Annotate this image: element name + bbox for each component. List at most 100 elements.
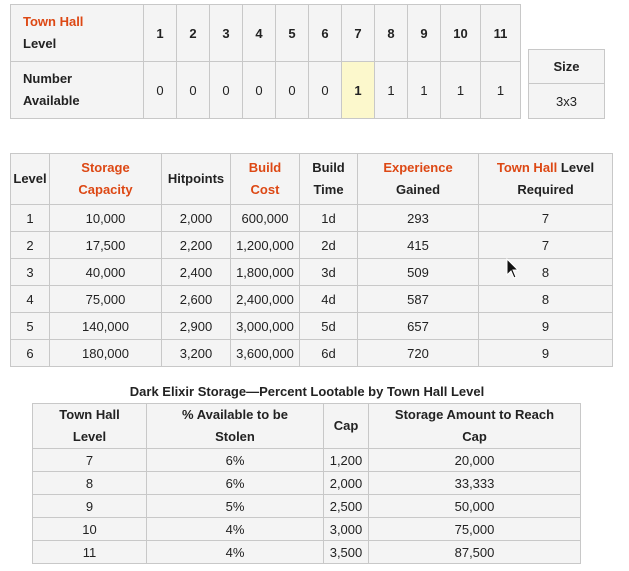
xp-cell: 293: [357, 204, 479, 232]
percent-cell: 5%: [146, 494, 324, 518]
th-level-cell: 10: [32, 517, 147, 541]
available-count-cell: 1: [407, 61, 441, 119]
hitpoints-header: Hitpoints: [161, 153, 231, 205]
available-count-cell: 1: [480, 61, 521, 119]
available-label: Available: [23, 93, 80, 108]
cap-cell: 1,200: [323, 448, 369, 472]
loot-header-row: Town Hall Level % Available to be Stolen…: [32, 403, 581, 449]
time-cell: 5d: [299, 312, 358, 340]
level-stats-table: Level Storage Capacity Hitpoints Build C…: [10, 153, 613, 367]
capacity-cell: 17,500: [49, 231, 162, 259]
level-cell: 3: [10, 258, 50, 286]
hitpoints-cell: 2,900: [161, 312, 231, 340]
dark-elixir-loot-table: Town Hall Level % Available to be Stolen…: [32, 403, 581, 564]
number-label: Number: [23, 71, 73, 86]
table-row: 6 180,000 3,200 3,600,000 6d 720 9: [10, 339, 613, 367]
level-cell: 2: [10, 231, 50, 259]
town-hall-availability-table: Town Hall Level 1 2 3 4 5 6 7 8 9 10 11 …: [10, 4, 521, 119]
cost-cell: 1,200,000: [230, 231, 300, 259]
available-count-cell: 0: [308, 61, 342, 119]
town-hall-required-header: Town Hall Level Required: [478, 153, 613, 205]
available-count-cell: 0: [176, 61, 210, 119]
mouse-pointer-icon: [506, 258, 520, 279]
required-label: Required: [517, 182, 574, 197]
level-cell: 1: [10, 204, 50, 232]
time-cell: 2d: [299, 231, 358, 259]
th-level-cell: 10: [440, 4, 481, 62]
storage-capacity-header[interactable]: Storage Capacity: [49, 153, 162, 205]
th-required-cell: 9: [478, 339, 613, 367]
th-level-cell: 3: [209, 4, 243, 62]
th-level-cell: 8: [374, 4, 408, 62]
capacity-cell: 140,000: [49, 312, 162, 340]
build-link[interactable]: Build: [248, 160, 282, 175]
cost-cell: 3,000,000: [230, 312, 300, 340]
cap-cell: 3,000: [323, 517, 369, 541]
cap-cell: 2,500: [323, 494, 369, 518]
storage-link[interactable]: Storage: [81, 160, 130, 175]
capacity-cell: 75,000: [49, 285, 162, 313]
xp-cell: 509: [357, 258, 479, 286]
dark-elixir-table-title: Dark Elixir Storage—Percent Lootable by …: [129, 384, 485, 399]
cap-header: Cap: [323, 403, 369, 449]
time-label: Time: [313, 182, 344, 197]
table-row: 11 4% 3,500 87,500: [32, 540, 581, 564]
available-count-cell: 0: [143, 61, 177, 119]
gained-label: Gained: [395, 182, 441, 197]
th-level-cell: 4: [242, 4, 276, 62]
xp-cell: 657: [357, 312, 479, 340]
table-row: 9 5% 2,500 50,000: [32, 494, 581, 518]
time-cell: 4d: [299, 285, 358, 313]
available-count-cell: 0: [275, 61, 309, 119]
hitpoints-cell: 2,000: [161, 204, 231, 232]
town-hall-link[interactable]: Town Hall: [23, 14, 84, 29]
th-level-cell: 1: [143, 4, 177, 62]
build-cost-header[interactable]: Build Cost: [230, 153, 300, 205]
th-required-cell: 7: [478, 204, 613, 232]
xp-cell: 720: [357, 339, 479, 367]
available-count-cell: 1: [440, 61, 481, 119]
build-label: Build: [312, 160, 345, 175]
xp-cell: 587: [357, 285, 479, 313]
th-level-cell: 7: [341, 4, 375, 62]
experience-header[interactable]: Experience Gained: [357, 153, 479, 205]
town-hall-level-row: Town Hall Level 1 2 3 4 5 6 7 8 9 10 11: [10, 4, 521, 62]
capacity-cell: 40,000: [49, 258, 162, 286]
th-required-cell: 9: [478, 312, 613, 340]
number-available-row: Number Available 0 0 0 0 0 0 1 1 1 1 1: [10, 61, 521, 119]
hitpoints-cell: 2,200: [161, 231, 231, 259]
th-required-cell: 8: [478, 258, 613, 286]
xp-cell: 415: [357, 231, 479, 259]
amount-cell: 87,500: [368, 540, 581, 564]
level-cell: 5: [10, 312, 50, 340]
th-level-cell: 2: [176, 4, 210, 62]
experience-link[interactable]: Experience: [383, 160, 453, 175]
storage-amount-header: Storage Amount to Reach Cap: [368, 403, 581, 449]
time-cell: 1d: [299, 204, 358, 232]
hitpoints-cell: 2,600: [161, 285, 231, 313]
amount-cell: 33,333: [368, 471, 581, 495]
cost-cell: 1,800,000: [230, 258, 300, 286]
table-row: 5 140,000 2,900 3,000,000 5d 657 9: [10, 312, 613, 340]
level-label: Level: [23, 36, 57, 51]
cost-cell: 3,600,000: [230, 339, 300, 367]
cost-link[interactable]: Cost: [250, 182, 280, 197]
size-header: Size: [528, 49, 605, 84]
cap-cell: 3,500: [323, 540, 369, 564]
table-row: 8 6% 2,000 33,333: [32, 471, 581, 495]
town-hall-link[interactable]: Town Hall: [496, 160, 558, 175]
percent-cell: 4%: [146, 540, 324, 564]
town-hall-label: Town Hall: [59, 407, 120, 422]
level-header: Level: [10, 153, 50, 205]
th-level-cell: 11: [480, 4, 521, 62]
available-count-cell: 1: [374, 61, 408, 119]
th-level-cell: 6: [308, 4, 342, 62]
table-row: 10 4% 3,000 75,000: [32, 517, 581, 541]
percent-cell: 6%: [146, 448, 324, 472]
capacity-link[interactable]: Capacity: [78, 182, 133, 197]
stolen-label: Stolen: [215, 429, 255, 444]
th-level-header: Town Hall Level: [32, 403, 147, 449]
available-count-cell: 0: [242, 61, 276, 119]
hitpoints-cell: 2,400: [161, 258, 231, 286]
level-label: Level: [557, 160, 595, 175]
